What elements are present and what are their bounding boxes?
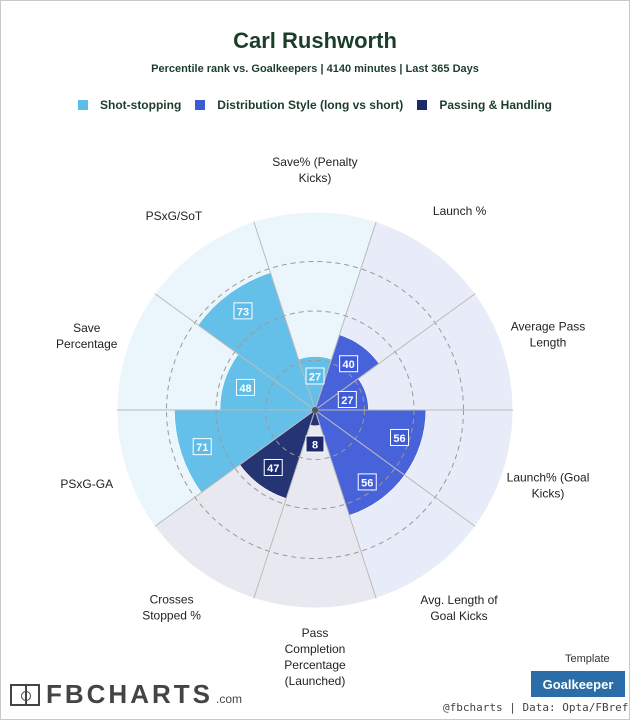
- category-label: Save% (Penalty Kicks): [272, 155, 357, 185]
- chart-subtitle: Percentile rank vs. Goalkeepers | 4140 m…: [151, 63, 479, 75]
- value-label-box: [263, 458, 283, 476]
- legend-swatch: [77, 100, 88, 110]
- category-label: Launch %: [433, 204, 487, 218]
- value-label: 56: [393, 433, 405, 445]
- value-label-box: [305, 435, 325, 453]
- fbcharts-logo: FBCHARTS .com: [10, 679, 243, 709]
- legend-item-passing[interactable]: Passing & Handling: [417, 98, 552, 112]
- legend-label: Shot-stopping: [99, 98, 182, 112]
- value-label-box: [192, 438, 212, 456]
- template-badge: Goalkeeper: [531, 671, 625, 697]
- legend-swatch: [195, 100, 206, 110]
- sector-divider: [154, 409, 316, 527]
- logo-suffix: .com: [216, 692, 243, 706]
- legend-item-shot-stopping[interactable]: Shot-stopping: [77, 98, 182, 112]
- category-label: PSxG-GA: [60, 477, 113, 491]
- legend-label: Distribution Style (long vs short): [217, 98, 404, 112]
- value-bar: [174, 409, 316, 494]
- sector-divider: [154, 293, 316, 411]
- template-label: Template: [565, 653, 610, 665]
- sector-divider: [314, 409, 377, 599]
- category-label: PSxG/SoT: [146, 209, 203, 223]
- category-label: Avg. Length of Goal Kicks: [420, 593, 498, 623]
- category-label: Save Percentage: [56, 321, 118, 351]
- value-label-box: [339, 355, 359, 373]
- value-label: 27: [309, 372, 321, 384]
- value-label-box: [337, 390, 357, 408]
- value-label: 71: [196, 442, 208, 454]
- category-label: Average Pass Length: [511, 319, 586, 349]
- category-label: Crosses Stopped %: [142, 592, 201, 622]
- pitch-icon: [10, 684, 40, 706]
- sector-divider: [314, 293, 476, 411]
- sector-divider: [253, 221, 316, 411]
- value-label: 47: [267, 463, 279, 475]
- value-label-box: [233, 302, 253, 320]
- value-label-box: [390, 428, 410, 446]
- sector-background: [253, 211, 377, 412]
- value-label: 73: [237, 306, 249, 318]
- value-label-box: [236, 378, 256, 396]
- value-label: 40: [342, 359, 354, 371]
- legend-label: Passing & Handling: [439, 98, 552, 112]
- sector-divider: [314, 221, 377, 411]
- value-label-box: [357, 473, 377, 491]
- legend-swatch: [417, 100, 428, 110]
- value-label: 56: [361, 477, 373, 489]
- logo-text: FBCHARTS: [46, 679, 213, 709]
- center-point: [312, 407, 318, 413]
- category-label: Pass Completion Percentage (Launched): [284, 626, 346, 688]
- data-credit: @fbcharts | Data: Opta/FBref: [443, 701, 629, 714]
- sector-divider: [253, 409, 316, 599]
- legend: Shot-stopping Distribution Style (long v…: [0, 98, 630, 112]
- value-label: 48: [239, 383, 251, 395]
- legend-item-distribution[interactable]: Distribution Style (long vs short): [195, 98, 403, 112]
- value-label: 8: [312, 440, 318, 452]
- value-bar: [197, 272, 316, 411]
- sector-background: [313, 292, 514, 411]
- sector-divider: [314, 409, 476, 527]
- chart-title: Carl Rushworth: [233, 28, 397, 53]
- value-label-box: [305, 367, 325, 385]
- category-label: Launch% (Goal Kicks): [507, 471, 590, 501]
- value-label: 27: [341, 395, 353, 407]
